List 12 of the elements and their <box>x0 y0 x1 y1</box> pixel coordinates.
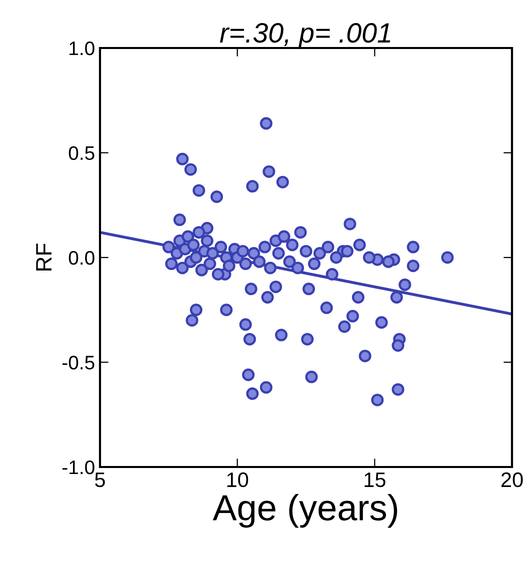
x-axis-title: Age (years) <box>212 494 398 528</box>
y-tick-label: 1.0 <box>70 41 94 56</box>
x-tick-label: 15 <box>364 472 386 488</box>
y-tick-label: 0.0 <box>68 250 94 265</box>
x-tick-label: 5 <box>95 472 105 488</box>
y-tick-label: -1.0 <box>62 460 94 474</box>
y-tick-label: 0.5 <box>68 146 94 160</box>
y-axis-title: RF <box>36 244 52 270</box>
x-tick-label: 10 <box>227 472 248 488</box>
y-tick-label: -0.5 <box>62 356 94 370</box>
chart-title: r=.30, p= .001 <box>220 23 390 48</box>
x-tick-label: 20 <box>501 472 523 488</box>
